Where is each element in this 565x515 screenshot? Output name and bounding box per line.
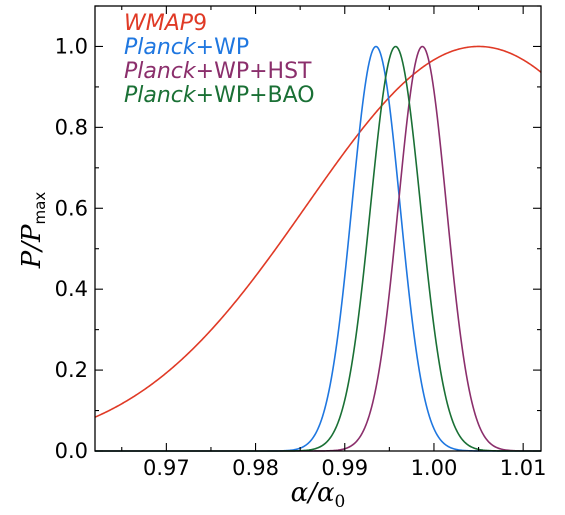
legend-entry-0: WMAP9 — [124, 11, 207, 36]
y-tick-label: 0.0 — [55, 439, 88, 463]
legend-entry-2: Planck+WP+HST — [124, 59, 312, 84]
x-axis-title: α/α0 — [291, 478, 346, 512]
svg-text:P/Pmax: P/Pmax — [17, 192, 49, 270]
legend-entry-3: Planck+WP+BAO — [124, 83, 315, 108]
x-tick-label: 0.97 — [143, 456, 190, 480]
ticks-layer: 0.97 0.98 0.99 1.00 1.01 0.0 0.2 0.4 0.6 0.8 1.0 — [55, 5, 547, 480]
x-tick-label: 1.01 — [500, 456, 547, 480]
y-axis-title: P/Pmax — [17, 192, 49, 270]
plot-frame — [94, 5, 542, 452]
legend-entry-1: Planck+WP — [124, 35, 249, 60]
series-line-0 — [94, 45, 542, 418]
y-tick-label: 0.6 — [55, 196, 88, 220]
x-tick-label: 0.98 — [232, 456, 279, 480]
x-tick-label: 1.00 — [411, 456, 458, 480]
y-tick-label: 0.4 — [55, 277, 88, 301]
y-tick-label: 0.8 — [55, 115, 88, 139]
x-tick-label: 0.99 — [321, 456, 368, 480]
y-tick-label: 0.2 — [55, 358, 88, 382]
y-tick-label: 1.0 — [55, 34, 88, 58]
